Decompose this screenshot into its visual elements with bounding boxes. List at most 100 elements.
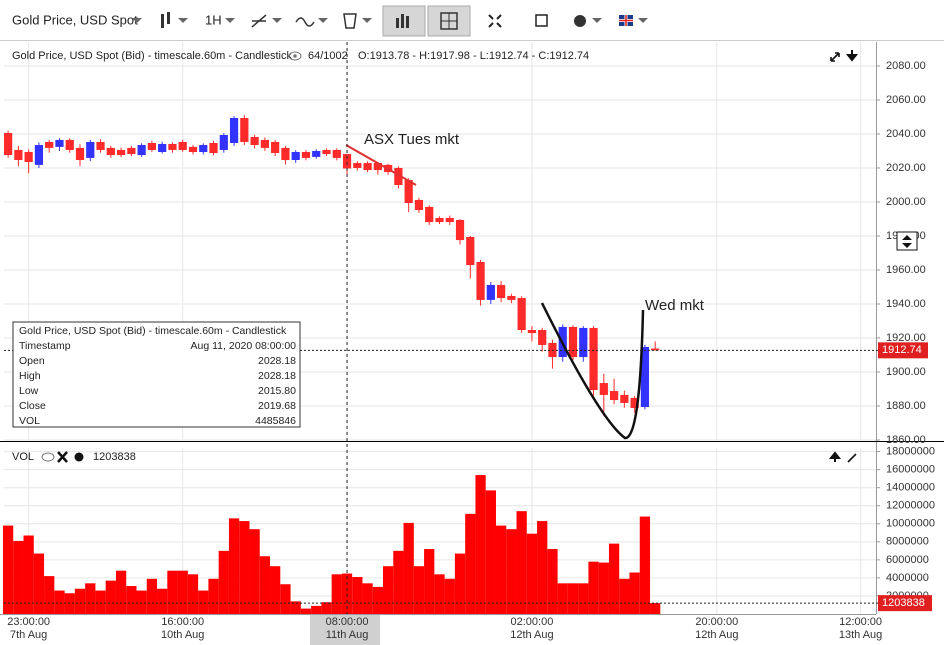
candle-body: [34, 145, 44, 165]
volume-bar: [146, 578, 158, 614]
volume-bar: [639, 516, 651, 614]
volume-panel: 2000000400000060000008000000100000001200…: [2, 446, 935, 614]
candle-body: [414, 199, 424, 210]
candle-body: [527, 330, 537, 334]
candle-body: [579, 327, 588, 358]
volume-bar: [331, 574, 342, 614]
candle-body: [260, 139, 269, 148]
volume-bar: [567, 583, 579, 614]
candle-body: [178, 141, 187, 150]
y-tick-label: 1920.00: [886, 332, 926, 344]
fullscreen-button[interactable]: [488, 14, 502, 28]
fit-button[interactable]: [535, 14, 548, 27]
volume-bar: [362, 583, 373, 614]
candle-body: [137, 145, 146, 156]
volume-toggle[interactable]: [382, 5, 426, 37]
candle-body: [651, 348, 660, 351]
tooltip-value: 2028.18: [258, 370, 296, 382]
y-tick-label: 1880.00: [886, 400, 926, 412]
panel-controls[interactable]: [830, 50, 859, 62]
volume-bar: [382, 566, 394, 614]
volume-bar: [341, 573, 353, 614]
indicator-button[interactable]: [295, 17, 328, 27]
volume-bar: [95, 590, 106, 614]
volume-bar: [516, 511, 527, 614]
volume-bar: [13, 540, 24, 614]
volume-bar: [23, 535, 34, 614]
volume-bar: [321, 602, 332, 614]
tooltip-key: VOL: [19, 415, 40, 427]
tooltip-value: 2019.68: [258, 400, 296, 412]
tooltip-value: 2015.80: [258, 385, 296, 397]
volume-bar: [290, 601, 301, 614]
volume-bar: [495, 525, 507, 614]
x-tick-label: 12:00:00 13th Aug: [839, 616, 882, 641]
candle-body: [291, 151, 300, 160]
volume-panel-controls[interactable]: [828, 451, 857, 463]
bar-counter: 64/1002: [308, 50, 348, 62]
candle-body: [106, 147, 115, 156]
volume-bar: [136, 590, 147, 614]
language-button[interactable]: [619, 15, 648, 26]
y-tick-label: 10000000: [886, 518, 935, 530]
volume-bar: [413, 566, 425, 614]
candle-body: [455, 220, 465, 241]
crosshair-toggle[interactable]: [427, 5, 471, 37]
y-tick-label: 8000000: [886, 536, 929, 548]
x-tick-label: 16:00:00 10th Aug: [161, 616, 204, 641]
tooltip-box: [12, 321, 301, 428]
tooltip-key: Low: [19, 385, 39, 397]
tooltip-value: 4485846: [255, 415, 296, 427]
volume-bar: [393, 550, 404, 614]
candle-body: [168, 144, 177, 150]
volume-bar: [372, 586, 383, 614]
volume-bar: [33, 553, 45, 614]
last-price-label: 1912.74: [882, 344, 922, 356]
y-tick-label: 1900.00: [886, 366, 926, 378]
tooltip-value: 2028.18: [258, 355, 296, 367]
chart-type-button[interactable]: [161, 12, 188, 28]
candle-body: [240, 117, 249, 142]
interval-selector[interactable]: 1H: [205, 12, 222, 27]
candle-body: [517, 298, 526, 331]
y-tick-label: 1860.00: [886, 434, 926, 446]
last-volume-tag: [878, 595, 932, 612]
candle-body: [281, 147, 290, 160]
candle-body: [158, 144, 167, 152]
candle-body: [45, 141, 54, 148]
y-tick-label: 16000000: [886, 464, 935, 476]
y-tick-label: 2040.00: [886, 128, 926, 140]
candle-body: [250, 137, 259, 146]
volume-bar: [444, 578, 455, 614]
volume-bar: [557, 583, 568, 614]
candle-body: [640, 347, 650, 408]
candle-body: [116, 149, 126, 156]
candle-body: [476, 261, 485, 300]
visibility-icon[interactable]: [288, 51, 302, 61]
candle-body: [599, 383, 608, 395]
candle-body: [507, 295, 516, 300]
theme-button[interactable]: [574, 15, 602, 27]
y-tick-label: 14000000: [886, 482, 935, 494]
y-tick-label: 2000.00: [886, 196, 926, 208]
volume-bar: [526, 533, 538, 614]
volume-controls[interactable]: [41, 451, 84, 463]
delete-button[interactable]: [343, 13, 372, 29]
candle-body: [96, 141, 105, 150]
symbol-selector[interactable]: Gold Price, USD Spot: [12, 12, 138, 27]
volume-bar: [187, 574, 199, 614]
draw-line-button[interactable]: [251, 14, 282, 28]
candle-body: [568, 326, 578, 358]
candle-body: [394, 167, 403, 185]
volume-bar: [629, 572, 640, 614]
tooltip-key: Close: [19, 400, 46, 412]
candle-body: [55, 139, 64, 147]
dropdown-arrow: [225, 18, 235, 23]
axis-zoom-handle: [896, 231, 918, 251]
candle-body: [609, 391, 619, 401]
candle-body: [86, 141, 95, 158]
volume-bar: [537, 521, 548, 614]
candle-body: [466, 237, 475, 266]
volume-bar: [454, 553, 466, 614]
candle-body: [332, 149, 341, 158]
